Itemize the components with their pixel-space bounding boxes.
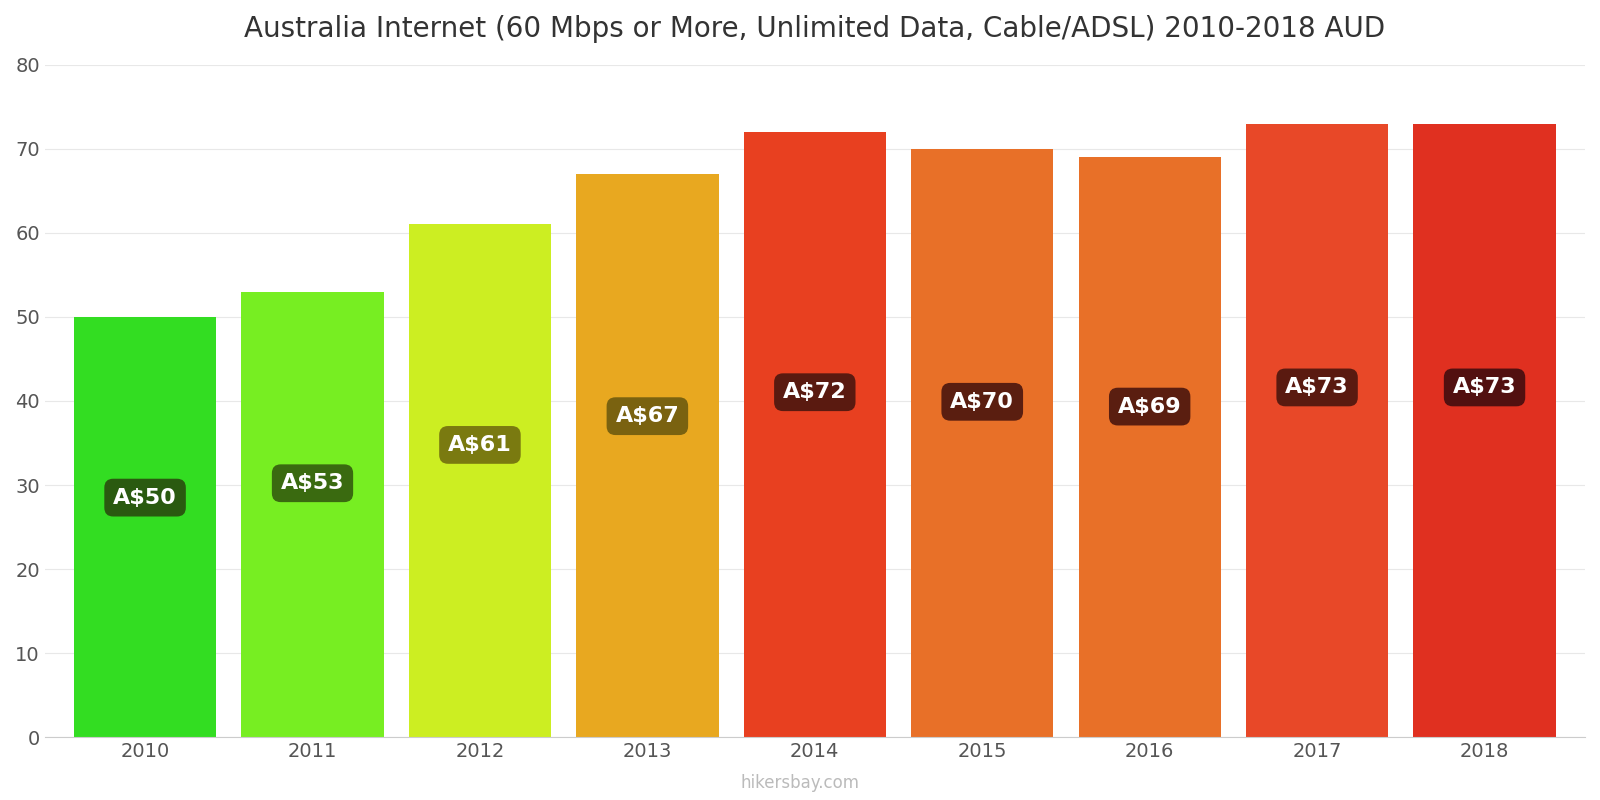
Text: A$50: A$50 — [114, 488, 178, 508]
Text: A$61: A$61 — [448, 435, 512, 455]
Text: hikersbay.com: hikersbay.com — [741, 774, 859, 792]
Bar — [242, 292, 384, 737]
Text: A$73: A$73 — [1453, 378, 1517, 398]
Text: A$70: A$70 — [950, 392, 1014, 412]
Bar — [1413, 124, 1555, 737]
Bar — [1246, 124, 1389, 737]
Text: A$69: A$69 — [1118, 397, 1181, 417]
Text: A$72: A$72 — [782, 382, 846, 402]
Text: A$53: A$53 — [280, 474, 344, 494]
Bar — [74, 317, 216, 737]
Bar — [408, 225, 550, 737]
Text: A$67: A$67 — [616, 406, 680, 426]
Bar — [744, 132, 886, 737]
Bar — [1078, 158, 1221, 737]
Text: A$73: A$73 — [1285, 378, 1349, 398]
Bar — [576, 174, 718, 737]
Bar — [910, 149, 1053, 737]
Title: Australia Internet (60 Mbps or More, Unlimited Data, Cable/ADSL) 2010-2018 AUD: Australia Internet (60 Mbps or More, Unl… — [245, 15, 1386, 43]
